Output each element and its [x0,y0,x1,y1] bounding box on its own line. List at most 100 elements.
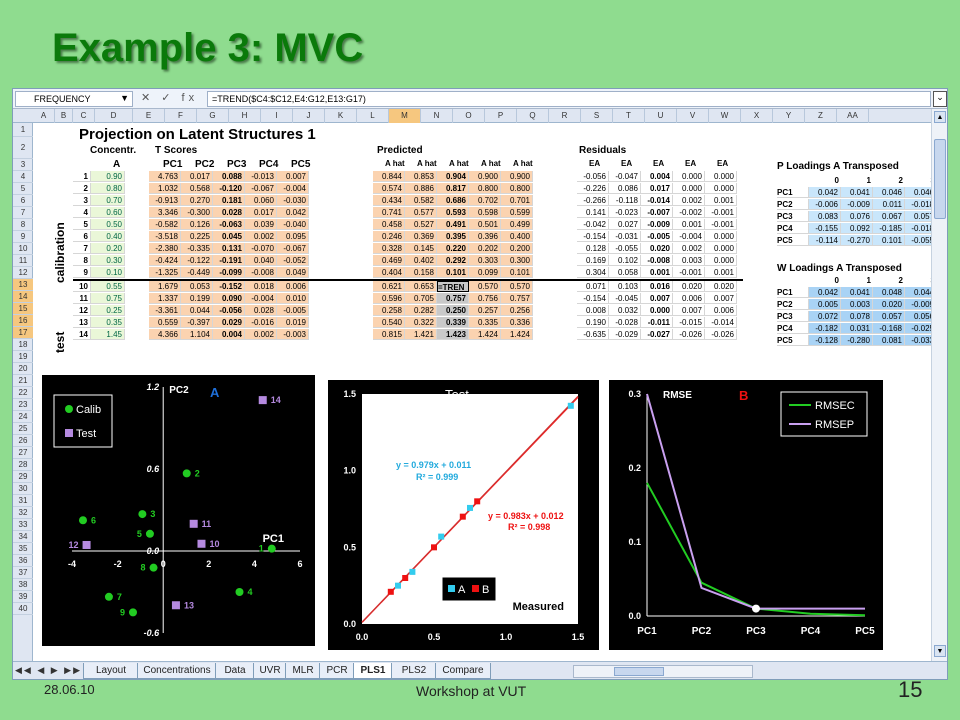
predicted-value[interactable]: 1.423 [437,329,469,340]
predicted-value[interactable]: 0.145 [405,243,437,254]
predicted-value[interactable]: 0.099 [469,267,501,278]
predicted-value[interactable]: 0.599 [501,207,533,218]
column-header[interactable]: I [261,109,293,123]
expand-formula-bar-icon[interactable]: ⌄ [933,91,947,107]
predicted-value[interactable]: 0.593 [437,207,469,218]
predicted-value[interactable]: 0.886 [405,183,437,194]
predicted-value[interactable]: 0.900 [469,171,501,182]
predicted-value[interactable]: 0.202 [469,243,501,254]
row-header[interactable]: 16 [13,315,33,327]
row-header[interactable]: 9 [13,231,33,243]
tab-pcr[interactable]: PCR [319,663,355,679]
row-header[interactable]: 11 [13,255,33,267]
predicted-value[interactable]: 0.701 [501,195,533,206]
column-header[interactable]: S [581,109,613,123]
predicted-value[interactable]: 0.292 [437,255,469,266]
predicted-value[interactable]: 0.335 [469,317,501,328]
predicted-value[interactable]: 0.250 [437,305,469,316]
row-header[interactable]: 24 [13,411,33,423]
column-header[interactable]: Y [773,109,805,123]
tab-layout[interactable]: Layout [83,663,139,679]
predicted-value[interactable]: 0.653 [405,281,437,292]
predicted-value[interactable]: 0.336 [501,317,533,328]
row-header[interactable]: 13 [13,279,33,291]
row-header[interactable]: 36 [13,555,33,567]
column-header[interactable]: O [453,109,485,123]
tab-data[interactable]: Data [215,663,255,679]
predicted-value[interactable]: 0.328 [373,243,405,254]
tab-pls2[interactable]: PLS2 [391,663,437,679]
column-header[interactable]: A [33,109,55,123]
predicted-value[interactable]: 0.491 [437,219,469,230]
column-header[interactable]: K [325,109,357,123]
scroll-thumb[interactable] [934,139,946,219]
predicted-value[interactable]: 0.322 [405,317,437,328]
row-header[interactable]: 19 [13,351,33,363]
predicted-value[interactable]: 0.396 [469,231,501,242]
row-header[interactable]: 10 [13,243,33,255]
predicted-value[interactable]: 0.900 [501,171,533,182]
rmse-chart[interactable]: PC1 PC2 PC3 PC4 PC5 0.0 0.1 0.2 0.3 RMSE B RMSEC RMS… [609,380,883,650]
row-header[interactable]: 3 [13,159,33,171]
column-header[interactable]: M [389,109,421,123]
column-header[interactable]: N [421,109,453,123]
tab-nav-icons[interactable]: ◀◀ ◀ ▶ ▶▶ [15,665,83,675]
tab-compare[interactable]: Compare [435,663,491,679]
tab-uvr[interactable]: UVR [253,663,287,679]
predicted-value[interactable]: 0.257 [469,305,501,316]
predicted-value[interactable]: 0.817 [437,183,469,194]
predicted-value[interactable]: 0.800 [501,183,533,194]
formula-input[interactable]: =TREND($C4:$C12,E4:G12,E13:G17) [207,91,931,107]
column-header[interactable]: J [293,109,325,123]
predicted-value[interactable]: 0.574 [373,183,405,194]
predicted-value[interactable]: 0.434 [373,195,405,206]
column-header[interactable]: D [95,109,133,123]
hscroll-thumb[interactable] [614,667,664,676]
scroll-up-icon[interactable]: ▲ [934,111,946,123]
predicted-value[interactable]: 0.303 [469,255,501,266]
predicted-value[interactable]: 0.596 [373,293,405,304]
row-header[interactable]: 14 [13,291,33,303]
predicted-value[interactable]: 0.499 [501,219,533,230]
scroll-down-icon[interactable]: ▼ [934,645,946,657]
row-header[interactable]: 29 [13,471,33,483]
row-header[interactable]: 25 [13,423,33,435]
vertical-scrollbar[interactable]: ▲ ▼ [931,109,947,661]
predicted-value[interactable]: =TREN [437,281,469,292]
tab-pls1[interactable]: PLS1 [353,663,393,679]
column-header[interactable]: R [549,109,581,123]
row-header[interactable]: 31 [13,495,33,507]
column-header[interactable]: U [645,109,677,123]
column-header[interactable]: G [197,109,229,123]
predicted-value[interactable]: 0.369 [405,231,437,242]
row-header[interactable]: 12 [13,267,33,279]
predicted-value[interactable]: 0.582 [405,195,437,206]
horizontal-scrollbar[interactable] [573,665,753,678]
predicted-value[interactable]: 0.300 [501,255,533,266]
column-header[interactable]: H [229,109,261,123]
row-header[interactable]: 17 [13,327,33,339]
tab-mlr[interactable]: MLR [285,663,321,679]
predicted-value[interactable]: 0.101 [437,267,469,278]
column-header[interactable]: B [55,109,73,123]
predicted-value[interactable]: 0.598 [469,207,501,218]
column-header[interactable]: C [73,109,95,123]
score-plot-chart[interactable]: -4 -2 0 2 4 6 -0.6 0.0 0.6 1.2 PC2 PC1 A Calib Test 1 2 3… [42,375,315,646]
predicted-value[interactable]: 0.501 [469,219,501,230]
row-header[interactable]: 34 [13,531,33,543]
predicted-value[interactable]: 0.200 [501,243,533,254]
formula-icons[interactable]: ✕ ✓ fx [141,92,199,104]
column-header[interactable]: T [613,109,645,123]
predicted-value[interactable]: 0.527 [405,219,437,230]
row-header[interactable]: 37 [13,567,33,579]
predicted-value[interactable]: 0.282 [405,305,437,316]
predicted-value[interactable]: 0.395 [437,231,469,242]
predicted-value[interactable]: 0.705 [405,293,437,304]
row-header[interactable]: 22 [13,387,33,399]
row-header[interactable]: 28 [13,459,33,471]
row-header[interactable]: 35 [13,543,33,555]
column-header[interactable]: E [133,109,165,123]
row-header[interactable]: 33 [13,519,33,531]
predicted-value[interactable]: 0.757 [501,293,533,304]
name-box[interactable]: FREQUENCY ▼ [15,91,133,107]
